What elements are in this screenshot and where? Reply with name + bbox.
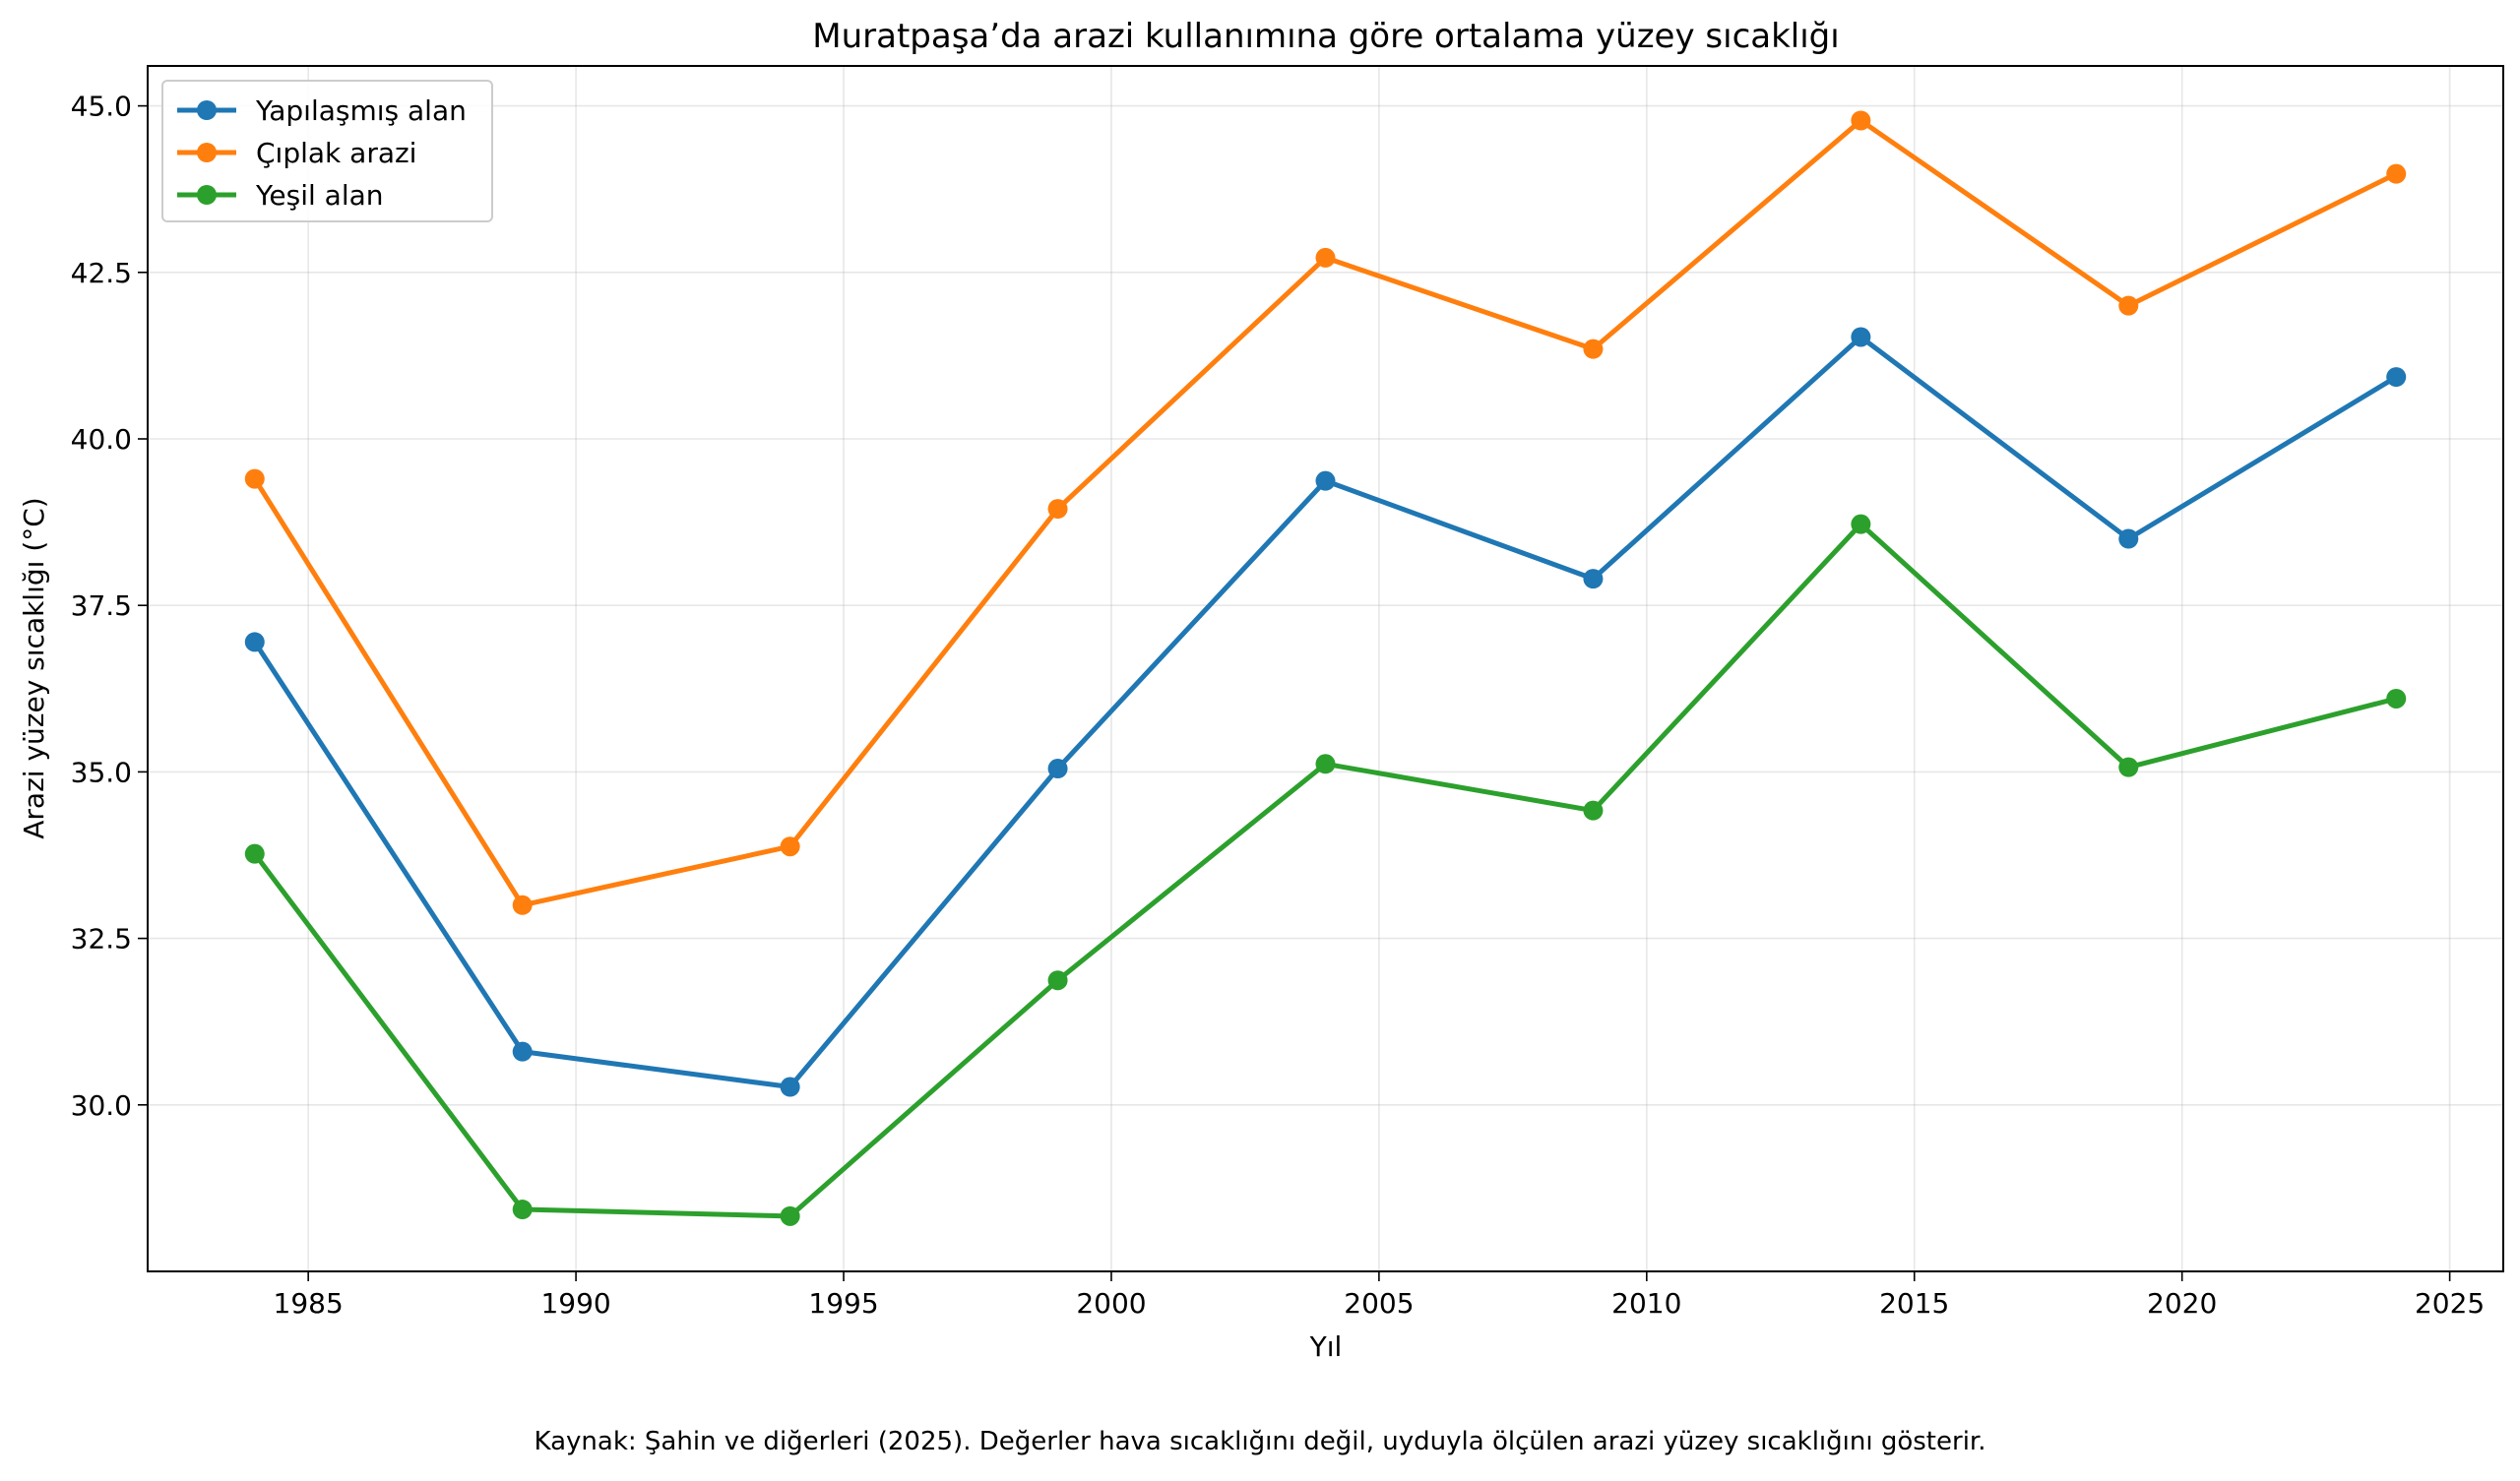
data-point [1583, 569, 1604, 589]
plot-frame [147, 65, 2504, 1272]
data-point [244, 468, 265, 489]
axes: 1985 1990 1995 2000 2005 2010 2015 2020 2025 30.0… [71, 91, 2486, 1320]
x-tick-label: 1990 [540, 1287, 610, 1320]
x-tick-label: 2010 [1611, 1287, 1681, 1320]
data-point [1583, 800, 1604, 821]
data-series [244, 110, 2407, 1226]
x-tick-label: 1995 [808, 1287, 878, 1320]
grid-lines [148, 66, 2503, 1271]
legend: Yapılaşmış alan Çıplak arazi Yeşil alan [161, 80, 493, 222]
data-point [2118, 295, 2139, 316]
x-axis-label: Yıl [1309, 1330, 1343, 1363]
data-point [1315, 470, 1336, 491]
data-point [1315, 754, 1336, 774]
y-tick-label: 35.0 [71, 756, 132, 788]
x-tick-label: 2025 [2415, 1287, 2485, 1320]
legend-box [161, 80, 493, 222]
y-tick-label: 40.0 [71, 423, 132, 456]
legend-marker [197, 100, 217, 120]
x-tick-label: 1985 [274, 1287, 344, 1320]
source-caption: Kaynak: Şahin ve diğerleri (2025). Değer… [534, 1427, 1986, 1456]
data-point [1047, 499, 1068, 520]
data-point [2386, 688, 2407, 709]
data-point [244, 632, 265, 652]
data-point [780, 1077, 800, 1097]
data-point [2118, 757, 2139, 777]
y-axis-label: Arazi yüzey sıcaklığı (°C) [18, 497, 50, 838]
y-tick-label: 37.5 [71, 589, 132, 622]
legend-marker [197, 143, 217, 162]
data-point [1315, 247, 1336, 268]
y-tick-label: 45.0 [71, 91, 132, 123]
y-tick-label: 42.5 [71, 257, 132, 289]
x-tick-label: 2015 [1879, 1287, 1949, 1320]
data-point [1851, 327, 1871, 347]
data-point [2386, 367, 2407, 388]
data-point [1047, 759, 1068, 779]
x-tick-label: 2005 [1344, 1287, 1414, 1320]
legend-label: Yapılaşmış alan [255, 94, 467, 127]
data-point [1047, 970, 1068, 991]
data-point [244, 843, 265, 864]
data-point [780, 1205, 800, 1226]
x-tick-label: 2020 [2147, 1287, 2217, 1320]
data-point [1851, 110, 1871, 131]
data-point [780, 836, 800, 857]
data-point [2386, 163, 2407, 184]
y-tick-label: 30.0 [71, 1089, 132, 1122]
data-point [512, 895, 533, 915]
data-point [1851, 514, 1871, 534]
legend-marker [197, 185, 217, 205]
data-point [1583, 339, 1604, 359]
chart-title: Muratpaşa’da arazi kullanımına göre orta… [812, 17, 1839, 56]
data-point [512, 1200, 533, 1220]
data-point [2118, 528, 2139, 549]
data-point [512, 1041, 533, 1062]
legend-label: Yeşil alan [255, 179, 384, 212]
legend-label: Çıplak arazi [256, 137, 416, 169]
x-tick-label: 2000 [1076, 1287, 1146, 1320]
y-tick-label: 32.5 [71, 923, 132, 956]
